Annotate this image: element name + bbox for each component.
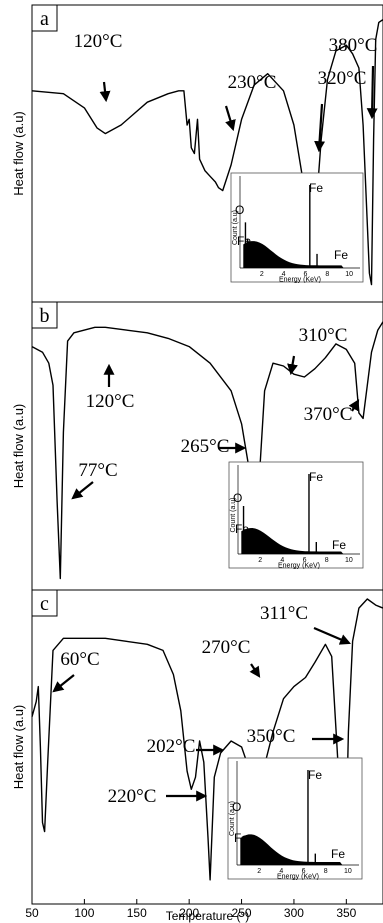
peak-arrow: [249, 663, 261, 678]
element-label: Fe: [234, 831, 248, 845]
peak-label: 230°C: [228, 72, 277, 93]
inset-tick-label: 10: [345, 557, 353, 564]
element-label: Fe: [332, 538, 346, 552]
x-tick-label: 50: [25, 906, 39, 920]
inset-tick-label: 2: [258, 557, 262, 564]
inset-tick-label: 6: [303, 557, 307, 564]
inset-background: [240, 834, 343, 865]
x-tick-label: 250: [232, 906, 252, 920]
panel-label: a: [40, 8, 49, 30]
peak-label: 310°C: [299, 325, 348, 346]
peak-label: 265°C: [181, 436, 230, 457]
inset-tick-label: 4: [282, 271, 286, 278]
element-label: O: [235, 203, 244, 217]
eds-inset: O Fe Fe Fe 2 4 6 8 10 Energy (KeV) Count (a.u): [227, 757, 363, 881]
dsc-curve: [31, 19, 383, 286]
inset-background: [241, 528, 344, 554]
inset-tick-label: 4: [279, 868, 283, 875]
element-label: Fe: [237, 234, 251, 248]
inset-tick-label: 10: [345, 271, 353, 278]
panel-b: b Heat flow (a.u) 77°C 120°C 265°C 310°C 370°C…: [11, 301, 383, 591]
inset-x-label: Energy (KeV): [278, 563, 320, 570]
peak-arrow: [99, 81, 111, 103]
peak-arrow: [314, 103, 326, 153]
peak-arrow: [287, 355, 298, 376]
panel-label-box: [31, 589, 58, 617]
peak-arrow: [71, 481, 94, 500]
panel-label: b: [40, 305, 50, 327]
peak-label: 380°C: [329, 35, 378, 56]
inset-tick-label: 2: [257, 868, 261, 875]
element-label: Fe: [331, 847, 345, 861]
x-tick-label: 150: [127, 906, 147, 920]
inset-y-label: Count (a.u): [232, 210, 239, 245]
peak-label: 270°C: [202, 637, 251, 658]
x-tick-label: 200: [179, 906, 199, 920]
inset-tick-label: 4: [280, 557, 284, 564]
inset-tick-label: 8: [325, 557, 329, 564]
inset-tick-label: 8: [324, 868, 328, 875]
peak-label: 370°C: [304, 404, 353, 425]
peak-label: 120°C: [86, 391, 135, 412]
panel-label-box: [31, 4, 58, 32]
peak-arrow: [313, 626, 352, 645]
y-axis-label: Heat flow (a.u): [11, 705, 26, 790]
element-label: O: [233, 491, 242, 505]
peak-label: 202°C: [147, 736, 196, 757]
inset-x-label: Energy (KeV): [279, 277, 321, 284]
element-label: Fe: [308, 768, 322, 782]
y-axis-label: Heat flow (a.u): [11, 111, 26, 196]
panel-label-box: [31, 301, 58, 329]
inset-tick-label: 8: [325, 271, 329, 278]
inset-background: [243, 241, 344, 268]
peak-label: 77°C: [78, 460, 117, 481]
panel-frame: [31, 589, 383, 905]
panel-c: c Heat flow (a.u) 60°C 202°C 220°C 270°C 311°C…: [11, 589, 383, 905]
peak-arrow: [52, 674, 75, 693]
element-label: Fe: [309, 470, 323, 484]
x-tick-label: 350: [336, 906, 356, 920]
peak-label: 220°C: [108, 786, 157, 807]
peak-arrow: [348, 399, 360, 412]
panel-label: c: [40, 593, 49, 615]
inset-tick-label: 6: [302, 868, 306, 875]
element-label: Fe: [309, 181, 323, 195]
element-label: Fe: [334, 248, 348, 262]
peak-arrow: [366, 65, 378, 120]
element-label: Fe: [235, 522, 249, 536]
element-label: O: [232, 800, 241, 814]
inset-x-label: Energy (KeV): [277, 874, 319, 881]
inset-tick-label: 6: [304, 271, 308, 278]
eds-inset: O Fe Fe Fe 2 4 6 8 10 Energy (KeV) Count (a.u): [230, 172, 364, 284]
inset-y-label: Count (a.u): [230, 497, 237, 532]
inset-tick-label: 2: [260, 271, 264, 278]
peak-label: 311°C: [260, 603, 308, 624]
peak-label: 120°C: [74, 31, 123, 52]
inset-y-label: Count (a.u): [229, 801, 236, 836]
y-axis-label: Heat flow (a.u): [11, 404, 26, 489]
x-tick-label: 100: [74, 906, 94, 920]
peak-label: 60°C: [60, 649, 99, 670]
panel-a: a Heat flow (a.u) 120°C 230°C 320°C 380°C O Fe F…: [11, 4, 383, 303]
peak-label: 350°C: [247, 726, 296, 747]
x-tick-label: 300: [284, 906, 304, 920]
peak-arrow: [224, 105, 236, 132]
peak-label: 320°C: [318, 68, 367, 89]
eds-inset: O Fe Fe Fe 2 4 6 8 10 Energy (KeV) Count (a.u): [228, 461, 364, 570]
inset-tick-label: 10: [344, 868, 352, 875]
x-axis-label: Temperature (°): [166, 909, 250, 923]
